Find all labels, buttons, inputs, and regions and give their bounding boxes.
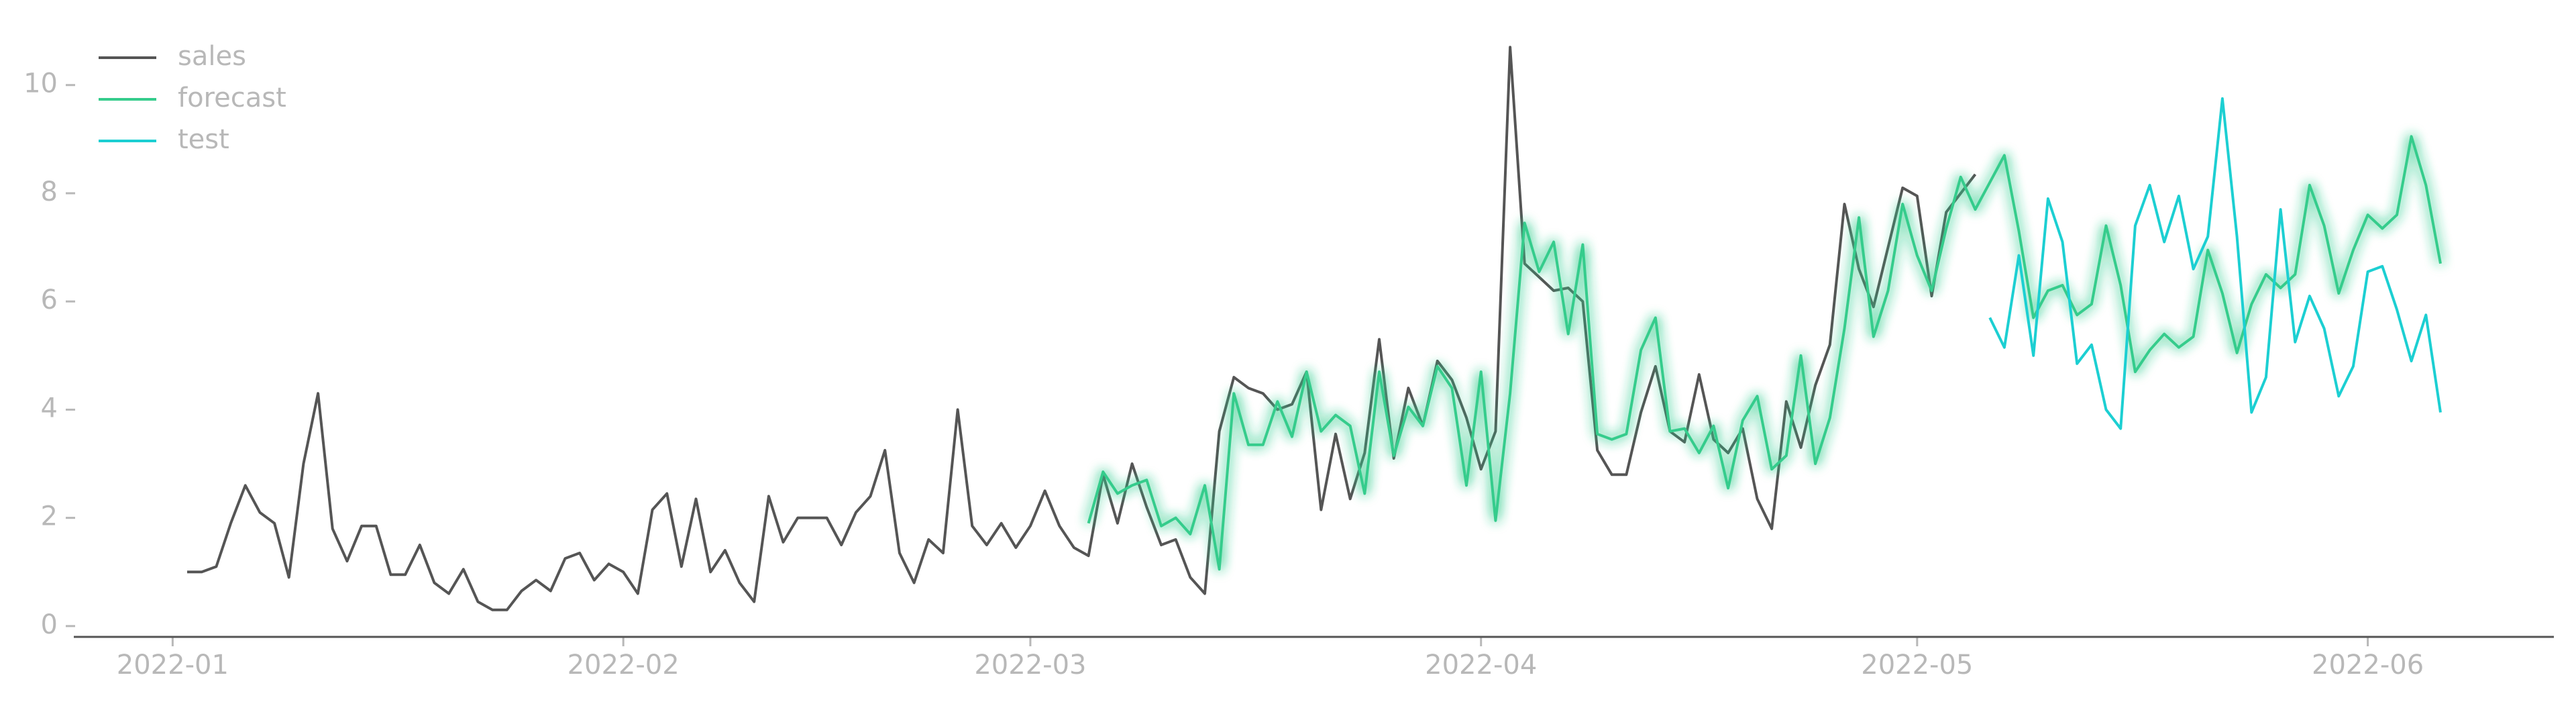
x-tick-label: 2022-05: [1861, 650, 1973, 681]
line-sales: [187, 46, 1977, 611]
y-tick-label: 10: [23, 68, 58, 99]
x-tick-label: 2022-04: [1425, 650, 1537, 681]
x-tick-label: 2022-01: [117, 650, 229, 681]
x-tick-label: 2022-06: [2312, 650, 2424, 681]
legend-label: sales: [178, 41, 246, 72]
y-tick-label: 8: [41, 177, 58, 207]
y-tick-label: 6: [41, 285, 58, 315]
y-tick-label: 0: [41, 609, 58, 640]
x-tick-label: 2022-02: [568, 650, 680, 681]
y-tick-label: 2: [41, 501, 58, 532]
x-tick-label: 2022-03: [974, 650, 1086, 681]
line-forecast: [1087, 135, 2442, 571]
legend-label: forecast: [178, 83, 286, 113]
y-tick-label: 4: [41, 393, 58, 423]
legend-label: test: [178, 124, 229, 155]
line-test: [1988, 97, 2442, 430]
